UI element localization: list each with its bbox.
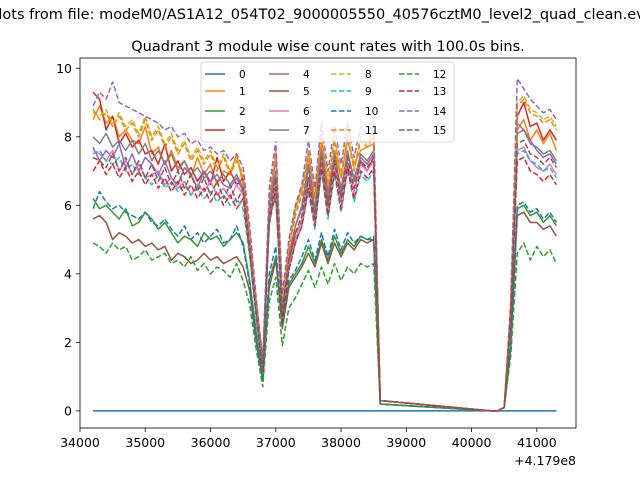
y-tick-label: 8 bbox=[64, 129, 72, 144]
x-tick-label: 41000 bbox=[517, 435, 557, 450]
series-line-5 bbox=[92, 211, 558, 412]
plot-area-frame bbox=[79, 57, 577, 429]
y-tick-label: 6 bbox=[64, 198, 72, 213]
y-tick-label: 0 bbox=[64, 403, 72, 418]
x-tick-label: 40000 bbox=[452, 435, 492, 450]
x-tick-label: 35000 bbox=[125, 435, 165, 450]
x-tick-label: 34000 bbox=[60, 435, 100, 450]
legend-label-14: 14 bbox=[433, 106, 447, 118]
x-axis: 34000 35000 36000 37000 38000 39000 40000 41000 bbox=[60, 428, 557, 450]
plot-lines bbox=[92, 77, 558, 412]
legend-label-7: 7 bbox=[303, 125, 310, 137]
chart-title: Quadrant 3 module wise count rates with … bbox=[131, 39, 525, 55]
legend-label-8: 8 bbox=[365, 69, 372, 81]
legend-label-1: 1 bbox=[239, 86, 246, 98]
legend-label-12: 12 bbox=[433, 69, 446, 81]
y-tick-label: 4 bbox=[64, 266, 72, 281]
legend-label-0: 0 bbox=[239, 69, 246, 81]
legend-label-13: 13 bbox=[433, 86, 446, 98]
series-line-13 bbox=[92, 156, 558, 412]
legend-frame bbox=[200, 61, 455, 143]
y-tick-label: 10 bbox=[56, 61, 72, 76]
x-axis-offset-label: +4.179e8 bbox=[514, 453, 576, 468]
legend-label-4: 4 bbox=[303, 69, 310, 81]
x-tick-label: 36000 bbox=[191, 435, 231, 450]
legend-label-11: 11 bbox=[365, 125, 378, 137]
y-axis: 0 2 4 6 8 10 bbox=[56, 61, 80, 418]
legend-label-6: 6 bbox=[303, 106, 310, 118]
legend-label-5: 5 bbox=[303, 86, 310, 98]
legend-label-3: 3 bbox=[239, 125, 246, 137]
y-tick-label: 2 bbox=[64, 335, 72, 350]
x-tick-label: 38000 bbox=[321, 435, 361, 450]
x-tick-label: 39000 bbox=[386, 435, 426, 450]
x-tick-label: 37000 bbox=[256, 435, 296, 450]
series-line-15 bbox=[92, 139, 558, 412]
legend-label-2: 2 bbox=[239, 106, 246, 118]
legend-label-10: 10 bbox=[365, 106, 378, 118]
legend-label-15: 15 bbox=[433, 125, 446, 137]
legend-label-9: 9 bbox=[365, 86, 372, 98]
figure-suptitle: Plots from file: modeM0/AS1A12_054T02_90… bbox=[0, 7, 640, 23]
series-line-12 bbox=[92, 242, 558, 412]
series-line-2 bbox=[92, 198, 558, 412]
